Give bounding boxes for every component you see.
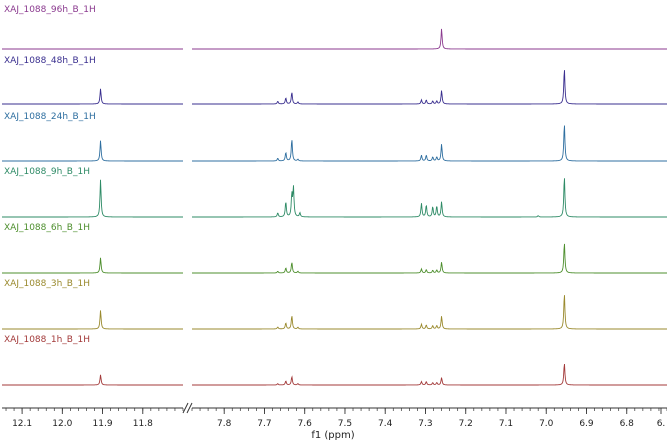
spectrum-line (192, 70, 667, 104)
spectrum-trace (2, 124, 667, 161)
series-label: XAJ_1088_6h_B_1H (4, 223, 90, 233)
spectrum-trace (2, 176, 667, 217)
series-label: XAJ_1088_96h_B_1H (4, 5, 96, 15)
spectrum-trace (2, 293, 667, 329)
spectrum-trace (2, 363, 667, 385)
tick-label: 7.7 (257, 419, 271, 429)
spectrum-line (2, 375, 183, 385)
x-axis-label: f1 (ppm) (311, 430, 354, 441)
series-label: XAJ_1088_1h_B_1H (4, 335, 90, 345)
tick-label: 7.3 (418, 419, 432, 429)
series-label: XAJ_1088_9h_B_1H (4, 167, 90, 177)
tick-label: 12.0 (52, 419, 72, 429)
tick-label: 12.1 (12, 419, 32, 429)
series-label: XAJ_1088_48h_B_1H (4, 56, 96, 66)
tick-label: 11.9 (93, 419, 113, 429)
spectrum-line (2, 258, 183, 273)
spectrum-line (192, 364, 667, 385)
tick-label: 6.8 (620, 419, 635, 429)
tick-label: 7.8 (217, 419, 232, 429)
tick-label: 6.9 (579, 419, 594, 429)
series-labels: XAJ_1088_96h_B_1H XAJ_1088_48h_B_1H XAJ_10… (4, 5, 96, 345)
spectrum-line (2, 89, 183, 104)
spectrum-line (192, 244, 667, 273)
tick-label: 7.2 (459, 419, 473, 429)
spectrum-trace (2, 29, 667, 49)
spectrum-trace (2, 68, 667, 104)
spectrum-line (2, 141, 183, 161)
spectrum-line (2, 310, 183, 329)
series-label: XAJ_1088_3h_B_1H (4, 279, 90, 289)
tick-label: 7.6 (298, 419, 313, 429)
tick-label: 6. (657, 419, 666, 429)
spectrum-line (192, 29, 667, 49)
tick-label: 7.4 (378, 419, 393, 429)
series-label: XAJ_1088_24h_B_1H (4, 112, 96, 122)
spectra-layer (2, 29, 667, 385)
tick-label: 7.1 (499, 419, 513, 429)
spectrum-line (2, 180, 183, 217)
spectrum-trace (2, 242, 667, 273)
tick-label: 11.8 (133, 419, 153, 429)
tick-label: 7.0 (539, 419, 554, 429)
spectrum-line (192, 125, 667, 161)
x-axis: 12.1 12.0 11.9 11.8 7.8 7.7 7.6 7.5 7.4 7.3 7.2 7.1… (2, 403, 667, 429)
spectrum-line (192, 295, 667, 329)
spectrum-line (192, 178, 667, 217)
tick-label: 7.5 (338, 419, 352, 429)
